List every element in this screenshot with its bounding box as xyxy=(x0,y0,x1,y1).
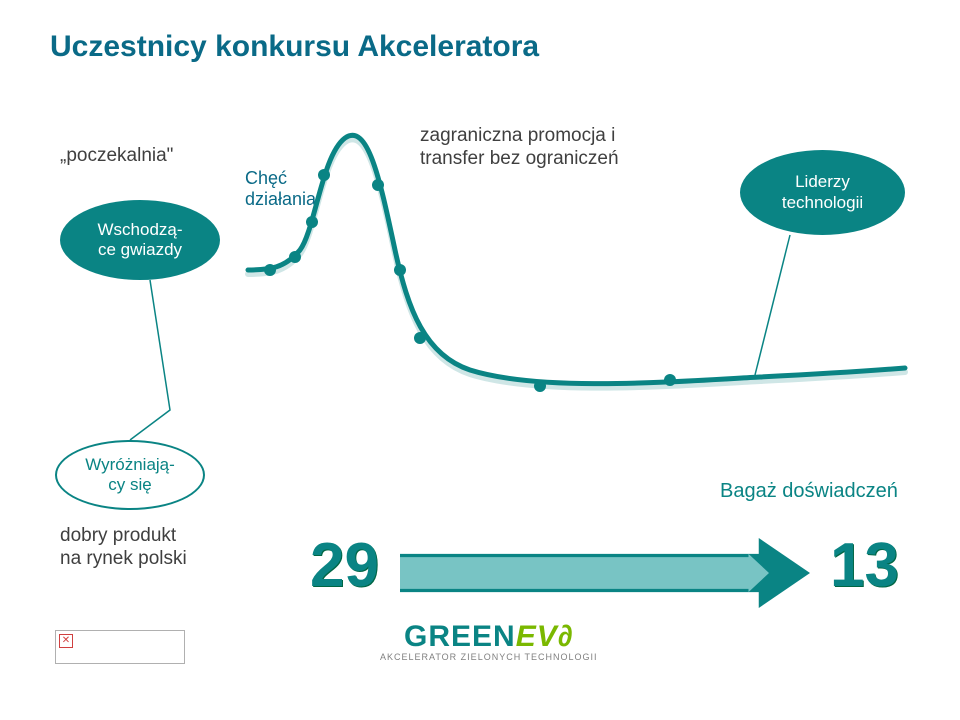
ellipse-wschodzace-text: Wschodzą- ce gwiazdy xyxy=(97,220,182,261)
greenevo-subtitle: AKCELERATOR ZIELONYCH TECHNOLOGII xyxy=(380,652,598,662)
curve-dot xyxy=(264,264,276,276)
progress-arrow xyxy=(400,538,810,608)
number-left: 29 xyxy=(310,530,379,601)
curve-dot xyxy=(306,216,318,228)
ellipse-wyrozniajacy-sie: Wyróżniają- cy się xyxy=(55,440,205,510)
label-bagaz: Bagaż doświadczeń xyxy=(720,480,898,503)
curve-chart xyxy=(240,120,920,420)
curve-dot xyxy=(318,169,330,181)
curve-dot xyxy=(664,374,676,386)
curve-main xyxy=(248,135,905,383)
label-dobry-produkt: dobry produkt na rynek polski xyxy=(60,525,187,571)
slide-root: Uczestnicy konkursu Akceleratora „poczek… xyxy=(0,0,960,720)
curve-dot xyxy=(372,179,384,191)
number-right: 13 xyxy=(830,530,899,601)
connector-1 xyxy=(130,280,170,440)
curve-dots xyxy=(264,169,676,392)
broken-image-placeholder xyxy=(55,630,185,664)
curve-dot xyxy=(534,380,546,392)
ellipse-wyrozniajacy-text: Wyróżniają- cy się xyxy=(85,455,175,496)
curve-dot xyxy=(289,251,301,263)
arrow-inner xyxy=(400,554,769,592)
greenevo-brand-part2: EV∂ xyxy=(516,620,574,653)
curve-underlay xyxy=(248,139,905,387)
curve-dot xyxy=(414,332,426,344)
ellipse-wschodzace-gwiazdy: Wschodzą- ce gwiazdy xyxy=(60,200,220,280)
curve-dot xyxy=(394,264,406,276)
greenevo-brand: GREENEV∂ xyxy=(380,620,598,654)
greenevo-logo: GREENEV∂ AKCELERATOR ZIELONYCH TECHNOLOG… xyxy=(380,620,598,662)
slide-title: Uczestnicy konkursu Akceleratora xyxy=(50,30,539,64)
greenevo-brand-part1: GREEN xyxy=(404,620,516,653)
label-poczekalnia: „poczekalnia" xyxy=(60,145,173,167)
